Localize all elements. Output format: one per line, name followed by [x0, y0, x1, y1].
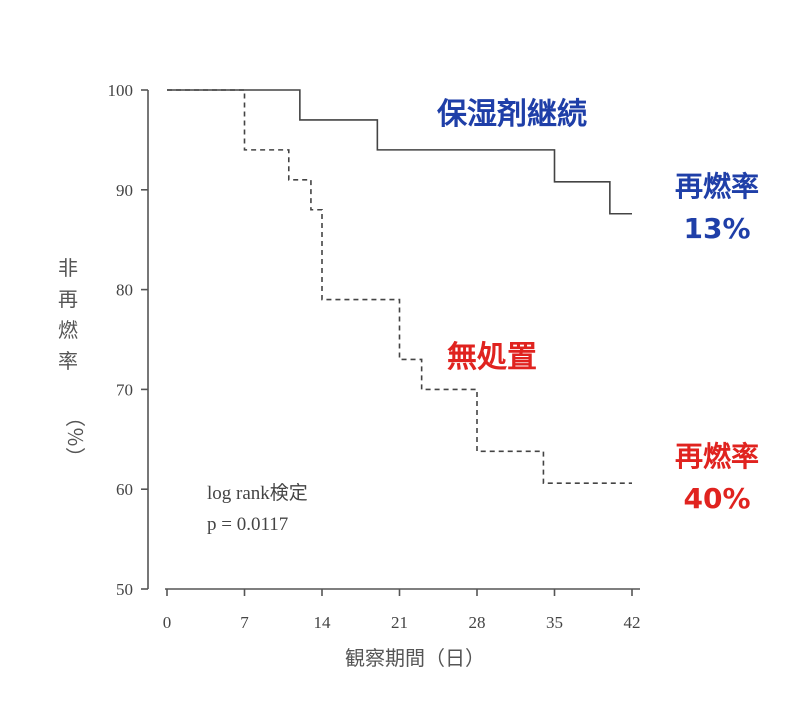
y-axis-label-char: 燃	[58, 318, 78, 342]
p-value-label: p = 0.0117	[207, 514, 288, 535]
blue-relapse-rate-value: 13%	[683, 212, 750, 245]
y-tick-label: 60	[116, 480, 133, 499]
x-tick-label: 7	[240, 613, 249, 632]
x-tick-label: 28	[469, 613, 486, 632]
moisturizer-curve	[167, 89, 632, 215]
series-group	[167, 89, 632, 485]
moisturizer-continued-label: 保湿剤継続	[437, 97, 587, 132]
no-treatment-curve	[167, 89, 632, 485]
blue-relapse-rate-label: 再燃率	[675, 170, 759, 203]
y-axis: 50 60 70 80 90 100	[108, 81, 149, 599]
log-rank-test-label: log rank検定	[207, 482, 308, 504]
x-axis-label: 観察期間（日）	[345, 646, 485, 670]
y-tick-label: 80	[116, 281, 133, 300]
x-tick-label: 0	[163, 613, 172, 632]
y-axis-label-char: 再	[58, 287, 78, 311]
y-tick-label: 100	[108, 81, 134, 100]
y-tick-label: 50	[116, 580, 133, 599]
x-tick-label: 14	[314, 613, 332, 632]
y-axis-label-char: 率	[58, 349, 78, 373]
y-ticks: 50 60 70 80 90 100	[108, 81, 148, 599]
no-treatment-label: 無処置	[447, 340, 537, 375]
x-axis: 0 7 14 21 28 35 42	[163, 588, 641, 632]
y-axis-label-unit: （％）	[63, 407, 87, 467]
red-relapse-rate-value: 40%	[683, 482, 750, 515]
y-tick-label: 70	[116, 380, 133, 399]
x-ticks: 0 7 14 21 28 35 42	[163, 589, 641, 632]
y-axis-label-char: 非	[58, 256, 78, 280]
x-tick-label: 35	[546, 613, 563, 632]
red-relapse-rate-label: 再燃率	[675, 440, 759, 473]
y-tick-label: 90	[116, 181, 133, 200]
x-tick-label: 42	[624, 613, 641, 632]
x-tick-label: 21	[391, 613, 408, 632]
